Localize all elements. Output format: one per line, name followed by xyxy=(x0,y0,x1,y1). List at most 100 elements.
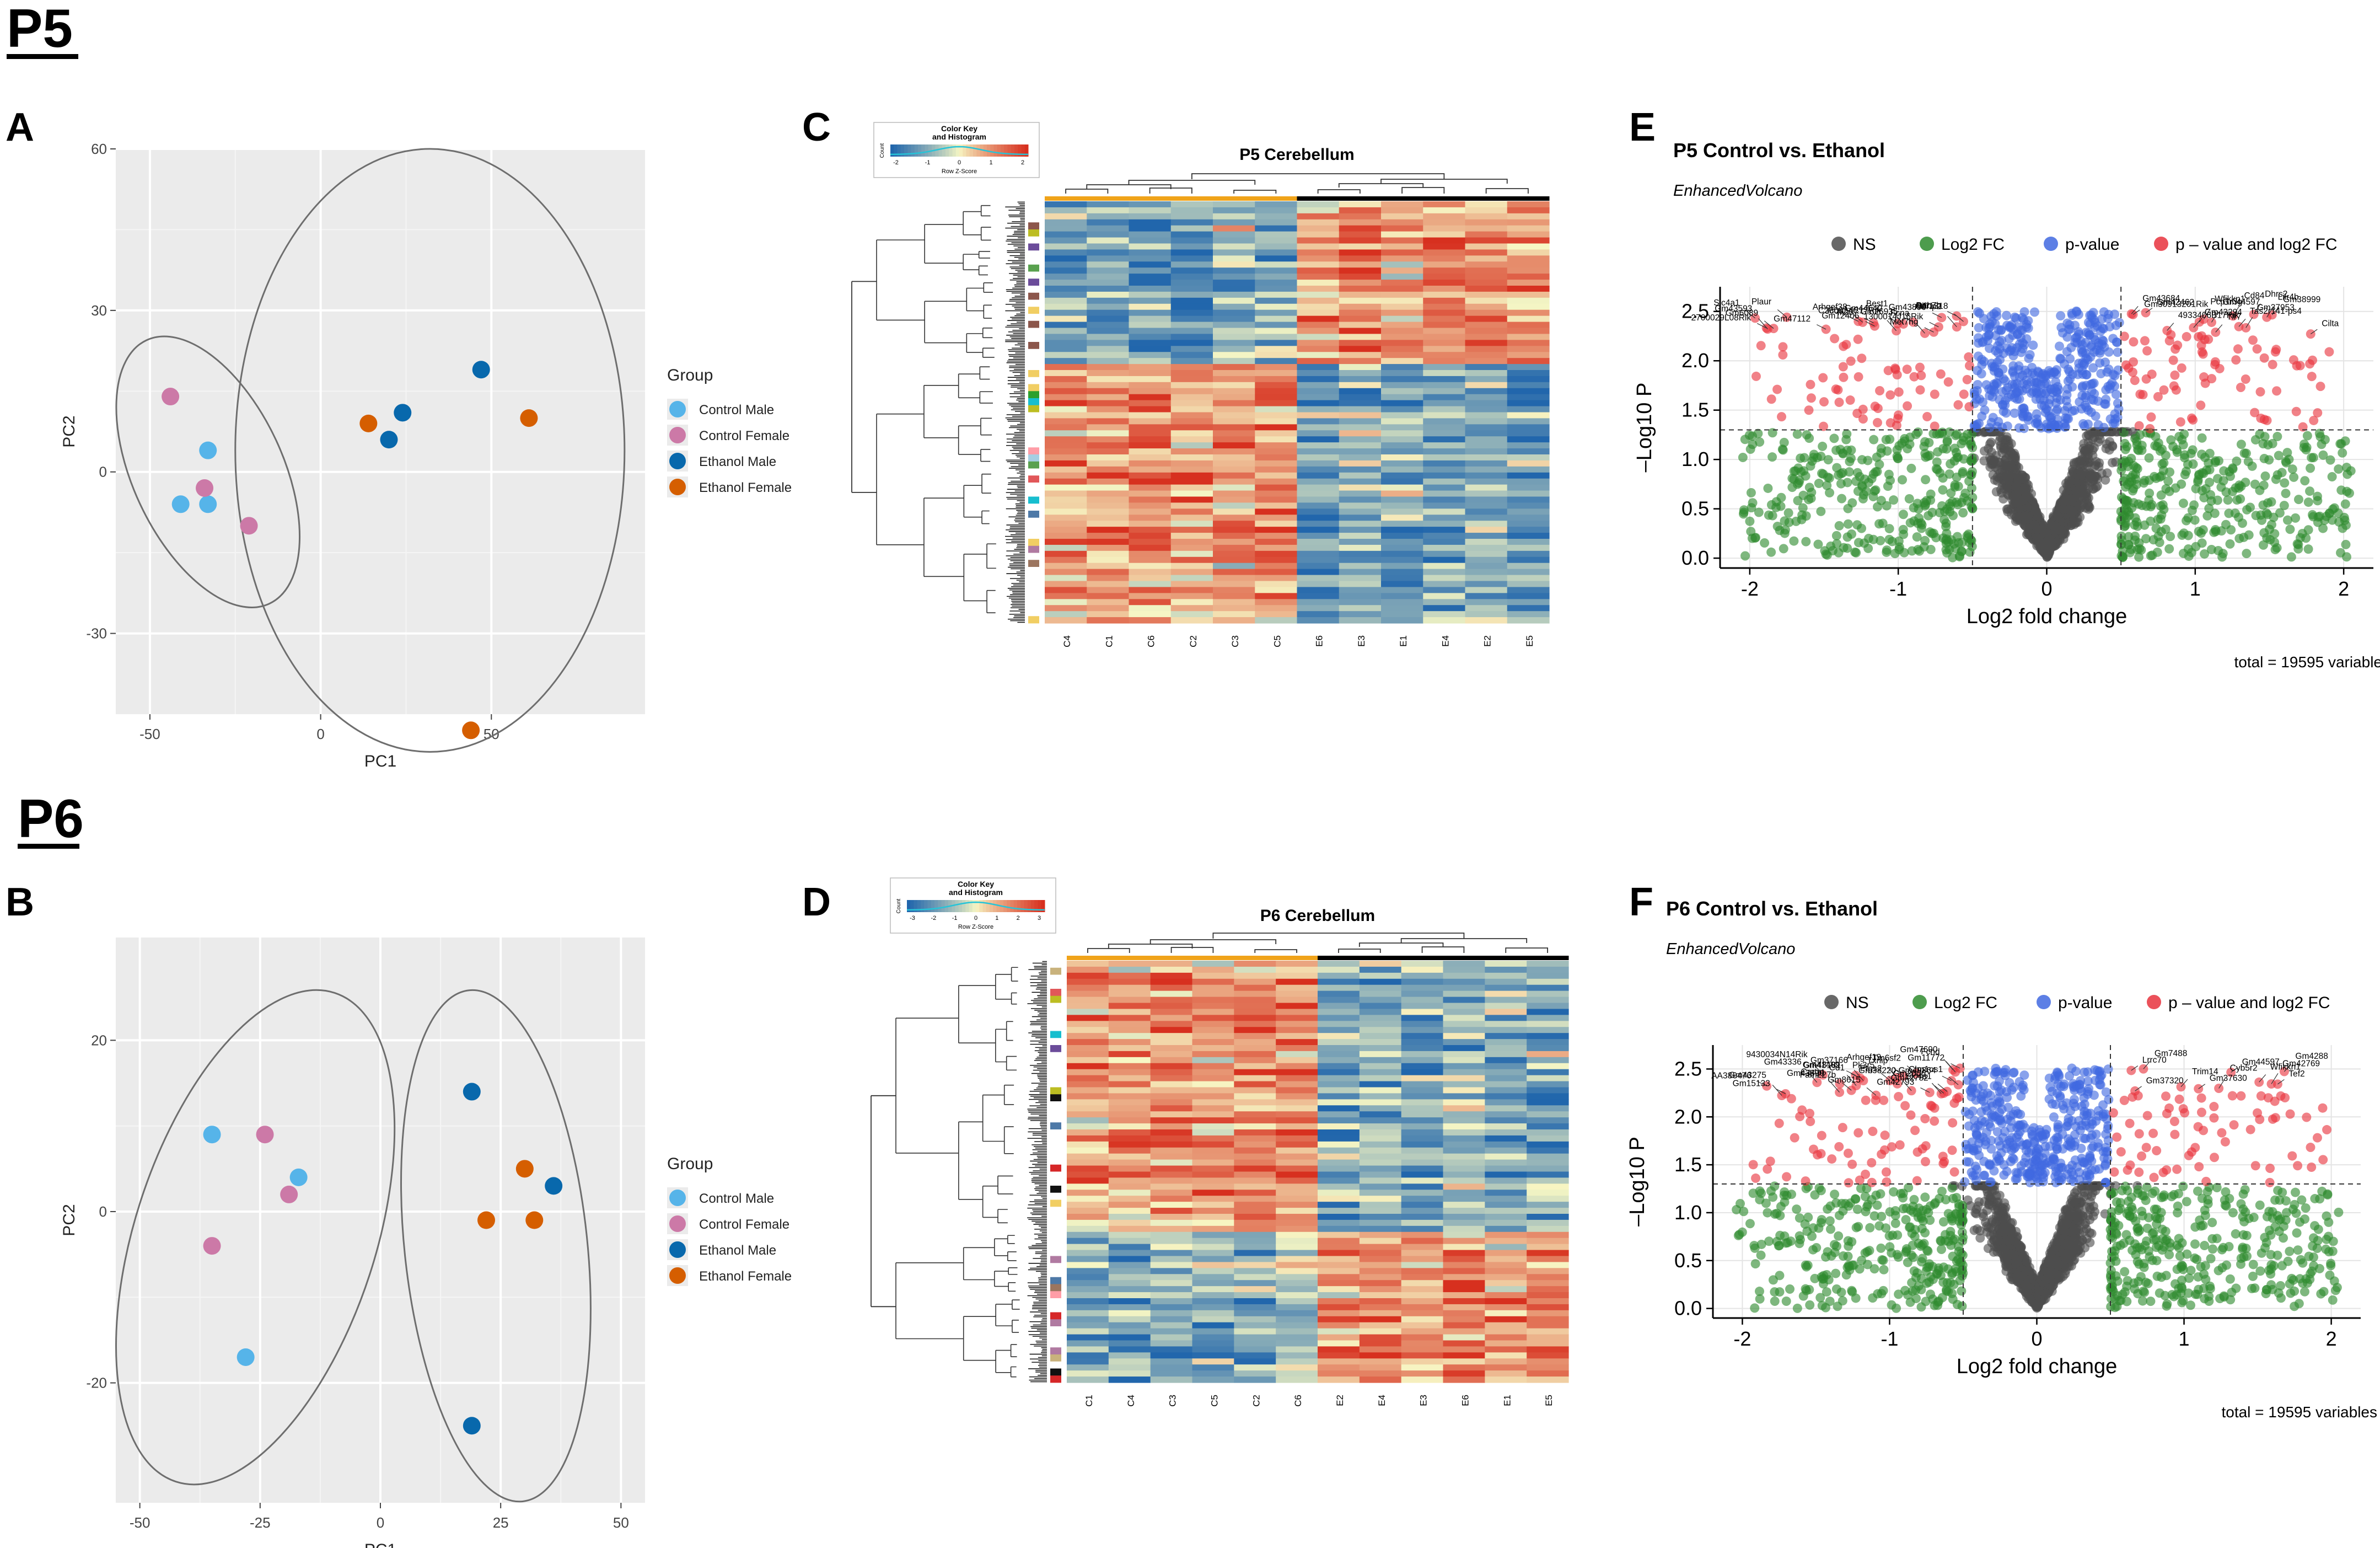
volcano-point xyxy=(1904,494,1914,503)
heatmap-cell xyxy=(1170,231,1213,238)
heatmap-cell xyxy=(1527,1238,1569,1245)
color-key-swatch xyxy=(1020,900,1024,912)
volcano-point xyxy=(2336,485,2346,495)
volcano-point xyxy=(1852,409,1862,419)
legend-label: Control Female xyxy=(699,1217,789,1232)
heatmap-cell xyxy=(1108,1190,1151,1196)
color-key-swatch xyxy=(990,900,993,912)
heatmap-cell xyxy=(1067,1075,1109,1082)
heatmap-cell xyxy=(1276,1183,1318,1190)
heatmap-cell xyxy=(1170,593,1213,599)
volcano-point xyxy=(2166,532,2175,542)
volcano-point xyxy=(2054,341,2064,351)
heatmap-cell xyxy=(1359,1280,1402,1287)
volcano-point xyxy=(1801,511,1811,521)
heatmap-cell xyxy=(1129,376,1172,383)
row-dendrogram-branch xyxy=(982,347,995,358)
heatmap-cell xyxy=(1465,322,1508,329)
heatmap-cell xyxy=(1192,1003,1234,1010)
row-dendrogram-branch xyxy=(980,417,992,436)
heatmap-cell xyxy=(1318,1310,1360,1317)
heatmap-cell xyxy=(1067,1310,1109,1317)
heatmap-cell xyxy=(1045,370,1087,377)
heatmap-cell xyxy=(1087,515,1130,521)
heatmap-cell xyxy=(1507,219,1550,226)
heatmap-cell xyxy=(1170,599,1213,606)
row-side-color xyxy=(1050,1235,1061,1242)
heatmap-cell xyxy=(1213,550,1255,558)
column-dendrogram-branch xyxy=(1254,949,1297,953)
heatmap-cell xyxy=(1318,966,1360,973)
heatmap-cell xyxy=(1339,388,1382,395)
heatmap-cell xyxy=(1485,1099,1527,1106)
heatmap-cell xyxy=(1318,1069,1360,1076)
heatmap-cell xyxy=(1087,346,1130,352)
volcano-point xyxy=(2313,408,2323,418)
row-side-color xyxy=(1028,609,1039,617)
volcano-point xyxy=(1812,453,1822,463)
heatmap-cell xyxy=(1067,1340,1109,1347)
heatmap-cell xyxy=(1527,1219,1569,1226)
volcano-point xyxy=(2054,420,2064,430)
row-side-color xyxy=(1028,222,1039,230)
volcano-point xyxy=(2179,429,2189,439)
heatmap-cell xyxy=(1381,556,1423,564)
heatmap-cell xyxy=(1339,593,1382,599)
volcano-point xyxy=(1745,516,1755,526)
heatmap-cell xyxy=(1339,484,1382,491)
heatmap-cell xyxy=(1507,605,1550,612)
heatmap-cell xyxy=(1150,997,1193,1004)
volcano-point xyxy=(2190,515,2200,525)
volcano-point xyxy=(1740,551,1750,561)
heatmap-cell xyxy=(1213,274,1255,280)
heatmap-cell xyxy=(1359,1051,1402,1058)
heatmap-cell xyxy=(1381,382,1423,389)
heatmap-cell xyxy=(1297,249,1340,256)
color-key-swatch xyxy=(963,144,966,157)
heatmap-cell xyxy=(1234,1214,1276,1220)
heatmap-cell xyxy=(1359,1177,1402,1184)
volcano-point xyxy=(2237,518,2247,528)
heatmap-cell xyxy=(1255,261,1298,268)
heatmap-cell xyxy=(1108,978,1151,985)
heatmap-cell xyxy=(1213,406,1255,413)
heatmap-cell xyxy=(1255,412,1298,419)
volcano-point xyxy=(2244,530,2254,540)
heatmap-cell xyxy=(1276,1165,1318,1172)
volcano-point xyxy=(1944,469,1954,479)
heatmap-cell xyxy=(1067,1129,1109,1136)
heatmap-cell xyxy=(1465,454,1508,461)
volcano-point xyxy=(1936,369,1946,379)
heatmap-cell xyxy=(1276,1208,1318,1214)
heatmap-cell xyxy=(1318,1033,1360,1040)
volcano-point xyxy=(1907,546,1917,556)
heatmap-cell xyxy=(1339,448,1382,455)
color-key-swatch xyxy=(904,144,908,157)
heatmap-cell xyxy=(1465,484,1508,491)
heatmap-cell xyxy=(1170,442,1213,449)
heatmap-cell xyxy=(1507,550,1550,558)
heatmap-cell xyxy=(1213,448,1255,455)
row-side-color xyxy=(1028,454,1039,462)
heatmap-cell xyxy=(1423,569,1466,576)
heatmap-cell xyxy=(1443,1376,1485,1383)
heatmap-cell xyxy=(1192,1027,1234,1033)
volcano-point xyxy=(1984,330,1994,340)
heatmap-cell xyxy=(1318,1087,1360,1094)
volcano-point xyxy=(2200,453,2210,463)
heatmap-cell xyxy=(1507,556,1550,564)
volcano-point xyxy=(2263,498,2272,508)
heatmap-cell xyxy=(1507,261,1550,268)
heatmap-cell xyxy=(1401,1208,1444,1214)
volcano-point xyxy=(2073,369,2083,379)
volcano-point xyxy=(2086,477,2096,487)
heatmap-cell xyxy=(1150,984,1193,992)
heatmap-cell xyxy=(1507,527,1550,533)
heatmap-cell xyxy=(1234,1328,1276,1335)
volcano-point xyxy=(1875,385,1885,395)
volcano-point xyxy=(1854,372,1863,382)
heatmap-cell xyxy=(1297,340,1340,346)
heatmap-cell xyxy=(1234,1147,1276,1154)
heatmap-cell xyxy=(1423,550,1466,558)
heatmap-cell xyxy=(1401,1063,1444,1070)
